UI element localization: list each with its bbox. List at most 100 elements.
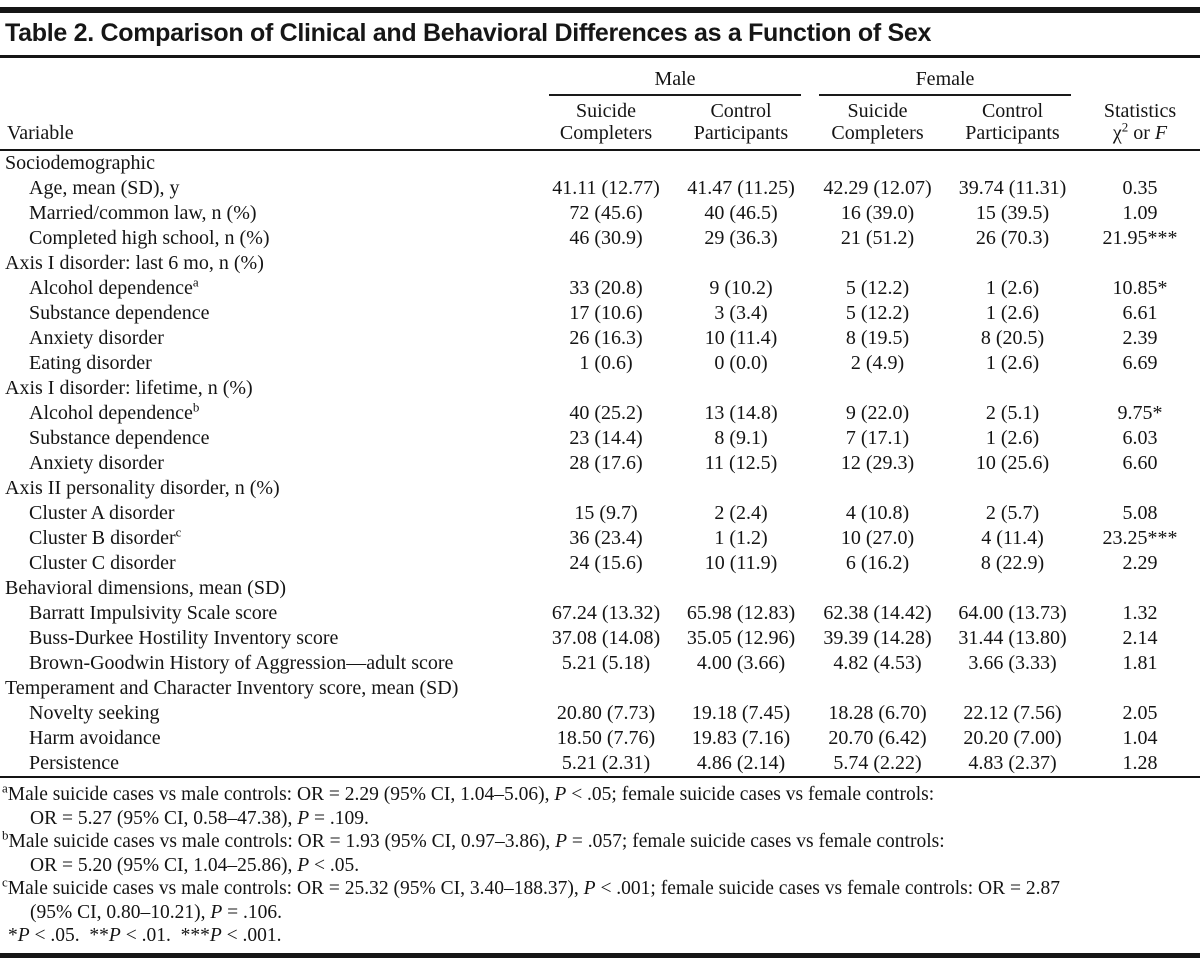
row-label: Anxiety disorder xyxy=(29,452,164,474)
group-header-spacer xyxy=(0,66,540,96)
p-value-symbol: P xyxy=(555,831,568,852)
statistic-value: 2.29 xyxy=(1122,552,1158,574)
cell-value: 29 (36.3) xyxy=(704,227,778,249)
cell-value: 10 (25.6) xyxy=(975,452,1050,474)
cell-value: 5.21 (5.18) xyxy=(561,652,651,674)
footnote-line: cMale suicide cases vs male controls: OR… xyxy=(2,874,1060,900)
footnote-continuation-line: OR = 5.27 (95% CI, 0.58–47.38), P = .109… xyxy=(30,807,369,829)
row-label: Completed high school, n (%) xyxy=(29,227,270,249)
cell-value: 24 (15.6) xyxy=(569,552,643,574)
statistic-value: 21.95*** xyxy=(1102,227,1178,249)
section-label: Behavioral dimensions, mean (SD) xyxy=(5,577,287,599)
cell-value: 10 (27.0) xyxy=(840,527,915,549)
cell-value: 46 (30.9) xyxy=(569,227,643,249)
cell-value: 8 (9.1) xyxy=(714,427,768,449)
table-row: Alcohol dependenceb 40 (25.2) 13 (14.8) 9 (… xyxy=(0,400,1200,426)
section-row: Behavioral dimensions, mean (SD) xyxy=(0,576,1200,601)
col-header-female-suicide-completers: Suicide Completers xyxy=(810,96,945,151)
p-value-symbol: P xyxy=(210,901,223,923)
cell-value: 4.00 (3.66) xyxy=(696,652,786,674)
group-header-row: Male Female xyxy=(0,66,1200,96)
section-label: Sociodemographic xyxy=(5,152,155,174)
table-row: Cluster A disorder 15 (9.7) 2 (2.4) 4 (10.8… xyxy=(0,501,1200,526)
table-header: Male Female Variable Suicide Completers … xyxy=(0,66,1200,151)
cell-value: 1 (2.6) xyxy=(985,302,1040,324)
table-row: Alcohol dependencea 33 (20.8) 9 (10.2) 5 (1… xyxy=(0,275,1200,301)
cell-value: 18.50 (7.76) xyxy=(556,727,656,749)
cell-value: 39.39 (14.28) xyxy=(823,627,932,649)
table-row: Cluster B disorderc 36 (23.4) 1 (1.2) 10 (2… xyxy=(0,524,1200,551)
section-row: Axis I disorder: last 6 mo, n (%) xyxy=(0,251,1200,276)
cell-value: 39.74 (11.31) xyxy=(958,177,1067,199)
row-label: Harm avoidance xyxy=(29,727,161,749)
footnote-marker: a xyxy=(2,780,8,796)
row-label: Anxiety disorder xyxy=(29,327,164,349)
chi-squared-exponent: 2 xyxy=(1121,119,1129,135)
cell-value: 1 (1.2) xyxy=(714,527,768,549)
male-group-label: Male xyxy=(654,68,696,90)
p-value-symbol: P xyxy=(583,878,596,899)
row-label: Married/common law, n (%) xyxy=(29,202,257,224)
cell-value: 41.47 (11.25) xyxy=(687,177,795,199)
cell-value: 19.83 (7.16) xyxy=(691,727,791,749)
section-row: Temperament and Character Inventory scor… xyxy=(0,676,1200,701)
table-row: Harm avoidance 18.50 (7.76) 19.83 (7.16) 20… xyxy=(0,726,1200,751)
cell-value: 4.83 (2.37) xyxy=(968,752,1057,774)
row-label: Novelty seeking xyxy=(29,702,160,724)
p-value-symbol: P xyxy=(17,925,30,946)
cell-value: 64.00 (13.73) xyxy=(958,602,1067,624)
table-row: Novelty seeking 20.80 (7.73) 19.18 (7.45) 1… xyxy=(0,701,1200,726)
row-label: Barratt Impulsivity Scale score xyxy=(29,602,278,624)
male-group-underline: Male xyxy=(549,68,801,96)
section-row: Axis II personality disorder, n (%) xyxy=(0,476,1200,501)
cell-value: 1 (0.6) xyxy=(579,352,633,374)
cell-value: 19.18 (7.45) xyxy=(691,702,791,724)
cell-value: 5.74 (2.22) xyxy=(833,752,922,774)
cell-value: 20.70 (6.42) xyxy=(828,727,927,749)
cell-value: 4 (11.4) xyxy=(981,527,1044,549)
cell-value: 10 (11.9) xyxy=(704,552,778,574)
cell-value: 0 (0.0) xyxy=(714,352,768,374)
cell-value: 31.44 (13.80) xyxy=(958,627,1067,649)
cell-value: 1 (2.6) xyxy=(985,427,1040,449)
cell-value: 5 (12.2) xyxy=(845,277,910,299)
cell-value: 8 (22.9) xyxy=(980,552,1045,574)
cell-value: 65.98 (12.83) xyxy=(686,602,796,624)
p-value-symbol: P xyxy=(554,784,567,805)
cell-value: 40 (25.2) xyxy=(569,402,643,424)
footnotes: aMale suicide cases vs male controls: OR… xyxy=(0,776,1200,948)
cell-value: 2 (2.4) xyxy=(714,502,768,524)
cell-value: 12 (29.3) xyxy=(840,452,915,474)
cell-value: 5.21 (2.31) xyxy=(561,752,651,774)
p-value-symbol: P xyxy=(297,854,310,876)
cell-value: 35.05 (12.96) xyxy=(686,627,796,649)
statistic-value: 1.28 xyxy=(1122,752,1158,774)
cell-value: 18.28 (6.70) xyxy=(828,702,927,724)
row-label: Brown-Goodwin History of Aggression—adul… xyxy=(29,652,454,674)
cell-value: 62.38 (14.42) xyxy=(823,602,932,624)
table-row: Barratt Impulsivity Scale score 67.24 (13… xyxy=(0,601,1200,626)
cell-value: 23 (14.4) xyxy=(569,427,643,449)
cell-value: 4 (10.8) xyxy=(845,502,910,524)
row-label: Persistence xyxy=(29,752,119,774)
footnote-marker: c xyxy=(175,524,182,540)
table-row: Substance dependence 23 (14.4) 8 (9.1) 7 (1… xyxy=(0,426,1200,451)
statistic-value: 5.08 xyxy=(1122,502,1158,524)
footnote-continuation-line: (95% CI, 0.80–10.21), P = .106. xyxy=(30,901,283,923)
statistic-value: 6.69 xyxy=(1122,352,1158,374)
cell-value: 11 (12.5) xyxy=(704,452,778,474)
cell-value: 1 (2.6) xyxy=(985,352,1040,374)
table-row: Brown-Goodwin History of Aggression—adul… xyxy=(0,651,1200,676)
cell-value: 2 (4.9) xyxy=(850,352,905,374)
cell-value: 1 (2.6) xyxy=(985,277,1040,299)
table-title: Table 2. Comparison of Clinical and Beha… xyxy=(5,19,932,47)
row-label: Substance dependence xyxy=(29,427,210,449)
cell-value: 20.20 (7.00) xyxy=(963,727,1062,749)
table-row: Substance dependence 17 (10.6) 3 (3.4) 5 (1… xyxy=(0,301,1200,326)
statistic-value: 1.04 xyxy=(1122,727,1158,749)
row-label: Substance dependence xyxy=(29,302,210,324)
statistic-value: 10.85* xyxy=(1112,277,1168,299)
footnote-marker: c xyxy=(2,874,8,890)
cell-value: 3.66 (3.33) xyxy=(968,652,1057,674)
cell-value: 36 (23.4) xyxy=(569,527,643,549)
